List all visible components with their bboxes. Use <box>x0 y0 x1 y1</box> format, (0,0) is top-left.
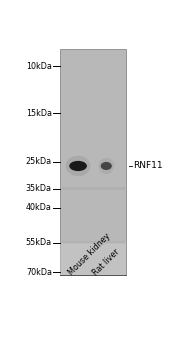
Ellipse shape <box>69 161 87 171</box>
Ellipse shape <box>99 158 114 174</box>
Text: Mouse kidney: Mouse kidney <box>66 231 112 277</box>
Text: 55kDa: 55kDa <box>26 238 52 247</box>
Ellipse shape <box>101 162 112 170</box>
Bar <box>61 243 126 275</box>
Ellipse shape <box>66 156 90 176</box>
Text: 10kDa: 10kDa <box>26 62 52 71</box>
Bar <box>61 49 126 275</box>
Text: RNF11: RNF11 <box>133 161 163 170</box>
Text: 25kDa: 25kDa <box>26 158 52 167</box>
Text: 35kDa: 35kDa <box>26 184 52 194</box>
Bar <box>62 187 125 190</box>
Text: Rat liver: Rat liver <box>91 247 122 277</box>
Text: 40kDa: 40kDa <box>26 203 52 212</box>
Text: 70kDa: 70kDa <box>26 268 52 277</box>
Bar <box>62 241 125 244</box>
Text: 15kDa: 15kDa <box>26 109 52 118</box>
